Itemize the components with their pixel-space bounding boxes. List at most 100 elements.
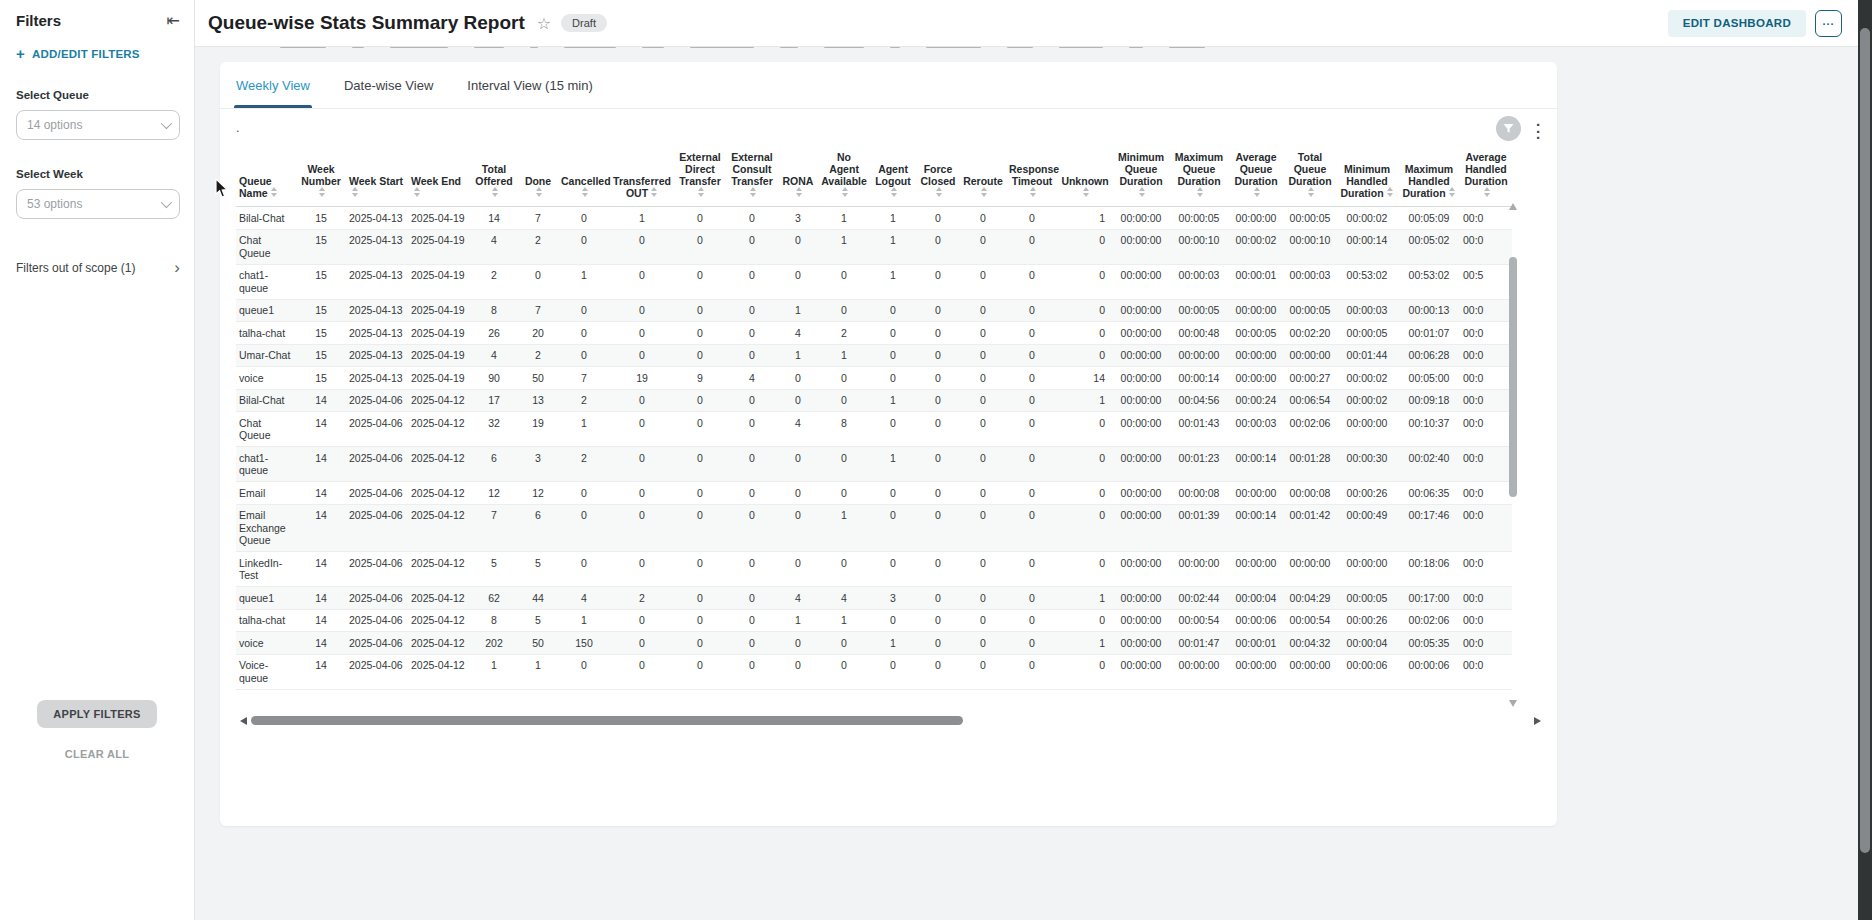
sort-icon[interactable] xyxy=(1197,187,1204,197)
sort-icon[interactable] xyxy=(319,187,326,197)
table-cell: 0 xyxy=(1006,587,1058,610)
sort-icon[interactable] xyxy=(1254,187,1261,197)
window-scroll-thumb[interactable] xyxy=(1860,28,1870,853)
column-header[interactable]: Response Timeout xyxy=(1006,147,1058,207)
kebab-menu-icon[interactable]: ... xyxy=(1533,118,1543,138)
table-cell: 14 xyxy=(470,207,518,230)
column-header[interactable]: Total Queue Duration xyxy=(1284,147,1336,207)
sort-icon[interactable] xyxy=(536,187,543,197)
sort-icon[interactable] xyxy=(1083,187,1090,197)
table-cell: 00:02:40 xyxy=(1398,447,1460,482)
more-options-button[interactable]: ... xyxy=(1815,10,1842,37)
horizontal-scroll-thumb[interactable] xyxy=(251,716,963,725)
vertical-scroll-thumb[interactable] xyxy=(1509,257,1517,497)
sort-icon[interactable] xyxy=(1139,187,1146,197)
select-queue-dropdown[interactable]: 14 options xyxy=(16,110,180,140)
sort-icon[interactable] xyxy=(582,187,589,197)
column-header[interactable]: Week End xyxy=(408,147,470,207)
column-header[interactable]: RONA xyxy=(778,147,818,207)
sort-icon[interactable] xyxy=(1308,187,1315,197)
table-vertical-scrollbar[interactable] xyxy=(1508,195,1518,709)
filter-icon[interactable] xyxy=(1496,116,1521,141)
table-cell: 00:00:00 xyxy=(1112,344,1170,367)
table-cell: 00:00:02 xyxy=(1336,207,1398,230)
sort-icon[interactable] xyxy=(1030,187,1037,197)
table-cell: 00:0 xyxy=(1460,447,1512,482)
scroll-up-icon[interactable] xyxy=(1509,203,1517,210)
window-scrollbar[interactable] xyxy=(1858,0,1872,920)
view-tabs: Weekly View Date-wise View Interval View… xyxy=(220,62,1557,109)
add-edit-filters-button[interactable]: + ADD/EDIT FILTERS xyxy=(0,46,194,61)
table-cell: 00:00:00 xyxy=(1336,552,1398,587)
table-cell: 00:00:30 xyxy=(1336,447,1398,482)
edit-dashboard-button[interactable]: EDIT DASHBOARD xyxy=(1668,10,1806,37)
scroll-right-icon[interactable] xyxy=(1534,717,1541,725)
sort-icon[interactable] xyxy=(651,187,658,197)
apply-filters-button[interactable]: APPLY FILTERS xyxy=(37,700,157,728)
sort-icon[interactable] xyxy=(1387,187,1394,197)
column-header[interactable]: Week Number xyxy=(296,147,346,207)
sort-icon[interactable] xyxy=(981,187,988,197)
sort-icon[interactable] xyxy=(936,187,943,197)
clear-all-button[interactable]: CLEAR ALL xyxy=(0,748,194,760)
sort-icon[interactable] xyxy=(842,187,849,197)
column-header[interactable]: Unknown xyxy=(1058,147,1112,207)
sort-icon[interactable] xyxy=(1484,187,1491,197)
filters-out-of-scope[interactable]: Filters out of scope (1) › xyxy=(0,259,194,276)
column-header[interactable]: Agent Logout xyxy=(870,147,916,207)
scroll-down-icon[interactable] xyxy=(1509,700,1517,707)
sort-icon[interactable] xyxy=(492,187,499,197)
table-cell: 0 xyxy=(726,207,778,230)
star-icon[interactable]: ☆ xyxy=(537,14,551,33)
sort-icon[interactable] xyxy=(698,187,705,197)
sort-icon[interactable] xyxy=(1449,187,1456,197)
column-header[interactable]: Week Start xyxy=(346,147,408,207)
column-header[interactable]: Queue Name xyxy=(236,147,296,207)
table-cell: queue1 xyxy=(236,299,296,322)
column-header[interactable]: Transferred OUT xyxy=(610,147,674,207)
table-cell: 00:0 xyxy=(1460,229,1512,264)
table-cell: 00:00:54 xyxy=(1284,609,1336,632)
column-header[interactable]: Average Handled Duration xyxy=(1460,147,1512,207)
tab-date-wise-view[interactable]: Date-wise View xyxy=(344,62,433,108)
column-header[interactable]: Reroute xyxy=(960,147,1006,207)
table-cell: 2025-04-12 xyxy=(408,632,470,655)
sort-icon[interactable] xyxy=(352,187,359,197)
column-header[interactable]: No Agent Available xyxy=(818,147,870,207)
column-header[interactable]: Minimum Queue Duration xyxy=(1112,147,1170,207)
table-cell: queue1 xyxy=(236,587,296,610)
table-cell: 00:00:02 xyxy=(1336,367,1398,390)
table-cell: 0 xyxy=(1006,264,1058,299)
sort-icon[interactable] xyxy=(750,187,757,197)
column-header[interactable]: Done xyxy=(518,147,558,207)
table-cell: 0 xyxy=(1006,229,1058,264)
table-cell: 2025-04-06 xyxy=(346,632,408,655)
scroll-left-icon[interactable] xyxy=(240,717,247,725)
column-header[interactable]: External Direct Transfer xyxy=(674,147,726,207)
table-cell: voice xyxy=(236,632,296,655)
sort-icon[interactable] xyxy=(796,187,803,197)
plus-icon: + xyxy=(16,46,25,61)
column-header[interactable]: Maximum Queue Duration xyxy=(1170,147,1228,207)
column-header[interactable]: Cancelled xyxy=(558,147,610,207)
column-header[interactable]: Maximum Handled Duration xyxy=(1398,147,1460,207)
table-cell: 0 xyxy=(818,264,870,299)
column-header[interactable]: Minimum Handled Duration xyxy=(1336,147,1398,207)
column-header[interactable]: External Consult Transfer xyxy=(726,147,778,207)
table-horizontal-scrollbar[interactable] xyxy=(236,715,1543,727)
column-header[interactable]: Average Queue Duration xyxy=(1228,147,1284,207)
table-cell: 0 xyxy=(674,322,726,345)
tab-weekly-view[interactable]: Weekly View xyxy=(236,62,310,108)
sort-icon[interactable] xyxy=(891,187,898,197)
sort-icon[interactable] xyxy=(414,187,421,197)
sort-icon[interactable] xyxy=(271,187,278,197)
tab-interval-view[interactable]: Interval View (15 min) xyxy=(467,62,592,108)
column-header[interactable]: Total Offered xyxy=(470,147,518,207)
table-cell: 0 xyxy=(960,207,1006,230)
column-header[interactable]: Force Closed xyxy=(916,147,960,207)
collapse-sidebar-icon[interactable]: ⇤ xyxy=(167,13,180,29)
table-cell: 0 xyxy=(558,552,610,587)
table-cell: 5 xyxy=(518,609,558,632)
select-week-dropdown[interactable]: 53 options xyxy=(16,189,180,219)
table-cell: 0 xyxy=(916,367,960,390)
